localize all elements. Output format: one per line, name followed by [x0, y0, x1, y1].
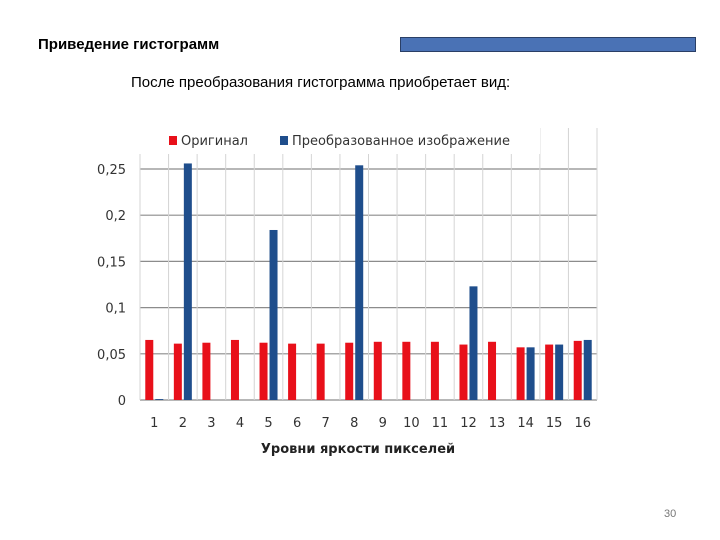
- x-tick-label: 2: [179, 416, 187, 431]
- page-number: 30: [664, 508, 677, 520]
- slide-subtitle: После преобразования гистограмма приобре…: [131, 74, 511, 91]
- x-tick-label: 14: [517, 416, 534, 431]
- bar-original: [316, 343, 325, 400]
- title-decoration-bar: [400, 37, 696, 52]
- x-tick-label: 11: [432, 416, 449, 431]
- bar-transformed: [155, 399, 164, 400]
- x-tick-label: 3: [207, 416, 215, 431]
- bar-original: [459, 344, 468, 400]
- bar-transformed: [269, 229, 278, 400]
- y-tick-label: 0,15: [97, 255, 126, 270]
- x-tick-label: 13: [489, 416, 506, 431]
- bar-transformed: [583, 339, 592, 400]
- bar-transformed: [183, 163, 192, 400]
- bar-transformed: [555, 344, 564, 400]
- legend-label-transformed: Преобразованное изображение: [292, 134, 510, 149]
- slide-title: Приведение гистограмм: [38, 36, 220, 53]
- grid-lines: [139, 128, 598, 401]
- legend: Оригинал Преобразованное изображение: [138, 128, 540, 154]
- x-tick-label: 1: [150, 416, 158, 431]
- x-tick-label: 4: [236, 416, 244, 431]
- bar-original: [516, 347, 525, 400]
- bar-original: [488, 341, 497, 400]
- y-tick-label: 0,1: [105, 302, 126, 317]
- bar-original: [202, 342, 211, 400]
- bar-original: [430, 341, 439, 400]
- x-tick-label: 9: [379, 416, 387, 431]
- bar-original: [545, 344, 554, 400]
- x-axis-label: Уровни яркости пикселей: [261, 442, 455, 457]
- bar-transformed: [469, 286, 478, 400]
- bar-transformed: [526, 347, 535, 400]
- legend-label-original: Оригинал: [181, 134, 248, 149]
- x-tick-label: 10: [403, 416, 420, 431]
- bars: [145, 163, 592, 400]
- legend-swatch-original: [169, 136, 177, 145]
- bar-original: [230, 339, 239, 400]
- bar-original: [288, 343, 297, 400]
- bar-original: [259, 342, 268, 400]
- x-tick-label: 15: [546, 416, 563, 431]
- bar-original: [402, 341, 411, 400]
- x-tick-label: 8: [350, 416, 358, 431]
- y-tick-label: 0,2: [105, 209, 126, 224]
- x-tick-label: 7: [322, 416, 330, 431]
- y-axis-ticks: 0 0,05 0,1 0,15 0,2 0,25: [97, 163, 126, 409]
- bar-original: [345, 342, 354, 400]
- legend-swatch-transformed: [280, 136, 288, 145]
- x-axis-ticks: 1 2 3 4 5 6 7 8 9 10 11 12 13 14 15 16: [150, 416, 591, 431]
- x-tick-label: 5: [264, 416, 272, 431]
- y-tick-label: 0,05: [97, 348, 126, 363]
- x-tick-label: 12: [460, 416, 477, 431]
- bar-original: [173, 343, 182, 400]
- y-tick-label: 0: [118, 394, 126, 409]
- x-tick-label: 6: [293, 416, 301, 431]
- bar-original: [145, 339, 154, 400]
- x-tick-label: 16: [574, 416, 591, 431]
- bar-transformed: [355, 165, 364, 400]
- bar-original: [573, 340, 582, 400]
- bar-original: [373, 341, 382, 400]
- y-tick-label: 0,25: [97, 163, 126, 178]
